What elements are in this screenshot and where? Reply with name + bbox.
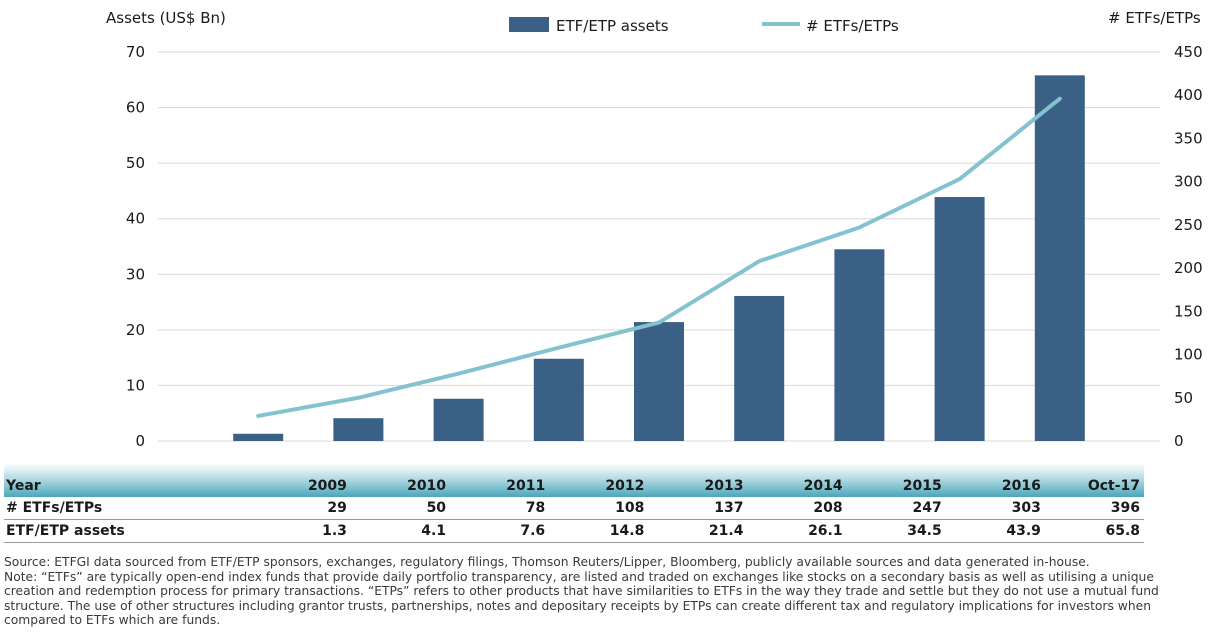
left-axis-tick-label: 40 <box>126 210 145 228</box>
table-cell: 247 <box>912 500 942 516</box>
table-cell: 43.9 <box>1006 523 1041 539</box>
table-header-year: 2010 <box>407 478 447 494</box>
left-axis-tick-label: 30 <box>126 265 145 283</box>
left-axis-tick-label: 60 <box>126 99 145 117</box>
table-header-year: 2009 <box>307 478 347 494</box>
source-note: Source: ETFGI data sourced from ETF/ETP … <box>4 555 1090 569</box>
footnotes: Source: ETFGI data sourced from ETF/ETP … <box>4 555 1204 628</box>
right-axis-tick-label: 100 <box>1174 346 1203 364</box>
right-axis-tick-label: 150 <box>1174 302 1203 320</box>
right-axis-tick-label: 300 <box>1174 173 1203 191</box>
right-axis-tick-label: 50 <box>1174 389 1193 407</box>
table-cell: 303 <box>1011 500 1041 516</box>
left-axis-tick-label: 70 <box>126 43 145 61</box>
left-axis-tick-label: 10 <box>126 376 145 394</box>
table-cell: 34.5 <box>907 523 942 539</box>
right-axis-tick-label: 450 <box>1174 43 1203 61</box>
table-cell: 137 <box>714 500 744 516</box>
table-header-year: Oct-17 <box>1087 478 1141 494</box>
legend-line-label: # ETFs/ETPs <box>806 17 899 35</box>
table-cell: 21.4 <box>708 523 744 539</box>
table-cell: 78 <box>525 500 546 516</box>
table-cell: 65.8 <box>1105 523 1141 539</box>
table-header-label: Year <box>6 478 41 494</box>
table-cell: 7.6 <box>520 523 546 539</box>
table-cell: 4.1 <box>421 523 447 539</box>
left-axis-title: Assets (US$ Bn) <box>106 9 226 27</box>
bar <box>934 197 985 441</box>
table-row: ETF/ETP assets 1.3 4.1 7.6 14.8 21.4 26.1 34.5… <box>4 520 1144 543</box>
right-axis-tick-label: 250 <box>1174 216 1203 234</box>
right-axis-tick-label: 400 <box>1174 86 1203 104</box>
table-row-label: ETF/ETP assets <box>6 523 125 539</box>
table-header-year: 2012 <box>605 478 645 494</box>
right-axis-tick-label: 200 <box>1174 259 1203 277</box>
table-header-year: 2013 <box>704 478 744 494</box>
table-cell: 208 <box>813 500 843 516</box>
legend-bar-swatch <box>509 17 549 32</box>
bar <box>1034 75 1085 441</box>
table-header-year: 2011 <box>506 478 546 494</box>
right-axis-title: # ETFs/ETPs <box>1108 9 1201 27</box>
data-table: Year 2009 2010 2011 2012 2013 2014 2015 2016 Oct… <box>4 463 1144 543</box>
table-row-label: # ETFs/ETPs <box>6 500 103 516</box>
table-header-year: 2016 <box>1001 478 1041 494</box>
table-row: # ETFs/ETPs 29 50 78 108 137 208 247 303 396 <box>4 497 1144 520</box>
bar <box>834 249 885 441</box>
right-axis-tick-label: 0 <box>1174 432 1184 450</box>
table-cell: 29 <box>327 500 347 516</box>
bar <box>533 358 584 441</box>
left-axis-tick-label: 50 <box>126 154 145 172</box>
table-header-year: 2015 <box>902 478 942 494</box>
table-cell: 26.1 <box>808 523 843 539</box>
bar <box>233 433 284 441</box>
bar <box>734 295 785 441</box>
table-header-year: 2014 <box>803 478 843 494</box>
left-axis-tick-label: 20 <box>126 321 145 339</box>
table-cell: 14.8 <box>609 523 645 539</box>
bar <box>333 418 384 441</box>
table-cell: 108 <box>615 500 645 516</box>
table-cell: 50 <box>426 500 447 516</box>
table-header-row: Year 2009 2010 2011 2012 2013 2014 2015 2016 Oct… <box>4 463 1144 497</box>
definition-note: Note: “ETFs” are typically open-end inde… <box>4 569 1159 628</box>
bar <box>634 322 684 441</box>
bar <box>433 398 484 441</box>
right-axis-tick-label: 350 <box>1174 129 1203 147</box>
legend-bar-label: ETF/ETP assets <box>556 17 669 35</box>
table-cell: 1.3 <box>322 523 347 539</box>
combo-chart: 0 10 20 30 40 50 60 70 0 50 100 150 200 250 300 350 400 4… <box>126 17 1203 450</box>
left-axis-tick-label: 0 <box>135 432 145 450</box>
table-cell: 396 <box>1110 500 1141 516</box>
